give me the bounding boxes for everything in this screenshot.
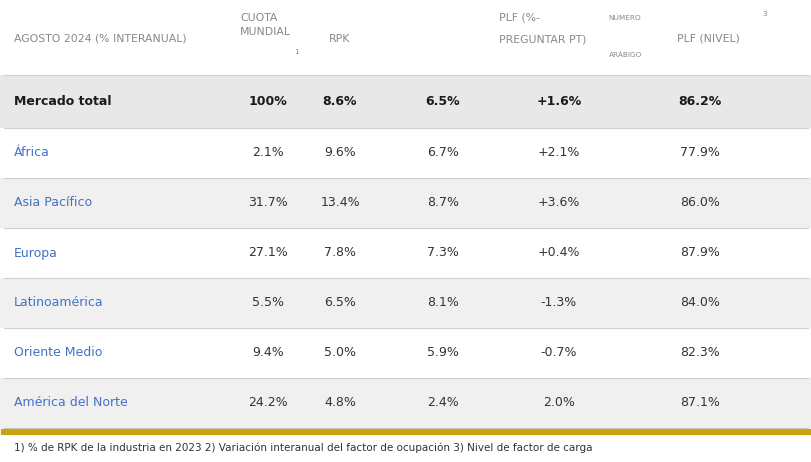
Text: PREGUNTAR PT): PREGUNTAR PT) <box>499 35 586 45</box>
Text: África: África <box>14 146 49 159</box>
Text: América del Norte: América del Norte <box>14 396 127 409</box>
Text: Asia Pacífico: Asia Pacífico <box>14 196 92 209</box>
Text: +3.6%: +3.6% <box>537 196 580 209</box>
Text: 5.5%: 5.5% <box>251 297 284 310</box>
Text: RPK: RPK <box>329 34 350 43</box>
Text: CUOTA
MUNDIAL: CUOTA MUNDIAL <box>240 13 290 36</box>
Text: 9.6%: 9.6% <box>324 146 355 159</box>
Text: Europa: Europa <box>14 247 58 260</box>
Text: Oriente Medio: Oriente Medio <box>14 346 102 359</box>
Text: NÚMERO: NÚMERO <box>607 15 640 21</box>
Text: 87.9%: 87.9% <box>680 247 719 260</box>
Text: +0.4%: +0.4% <box>537 247 580 260</box>
Text: PLF (%-: PLF (%- <box>499 13 539 23</box>
Bar <box>0 278 811 328</box>
Text: 7.8%: 7.8% <box>324 247 355 260</box>
Text: -1.3%: -1.3% <box>540 297 577 310</box>
Bar <box>0 328 811 378</box>
Text: 82.3%: 82.3% <box>680 346 719 359</box>
Text: PLF (NIVEL): PLF (NIVEL) <box>676 34 739 43</box>
Bar <box>0 128 811 178</box>
Bar <box>0 228 811 278</box>
Text: 7.3%: 7.3% <box>427 247 458 260</box>
Text: 1: 1 <box>294 49 298 55</box>
Text: 87.1%: 87.1% <box>680 396 719 409</box>
Text: AGOSTO 2024 (% INTERANUAL): AGOSTO 2024 (% INTERANUAL) <box>14 34 187 43</box>
Text: +2.1%: +2.1% <box>537 146 580 159</box>
Text: 6.7%: 6.7% <box>427 146 458 159</box>
Text: 5.0%: 5.0% <box>324 346 355 359</box>
Text: 24.2%: 24.2% <box>248 396 287 409</box>
Text: 84.0%: 84.0% <box>680 297 719 310</box>
Text: 31.7%: 31.7% <box>248 196 288 209</box>
Text: 6.5%: 6.5% <box>324 297 355 310</box>
Bar <box>0 75 811 128</box>
Text: 9.4%: 9.4% <box>251 346 284 359</box>
Text: ARÁBIGO: ARÁBIGO <box>608 52 642 58</box>
Text: 5.9%: 5.9% <box>427 346 458 359</box>
Text: 8.1%: 8.1% <box>427 297 458 310</box>
Text: 13.4%: 13.4% <box>320 196 359 209</box>
Text: 4.8%: 4.8% <box>324 396 355 409</box>
Text: 8.7%: 8.7% <box>427 196 458 209</box>
Text: 86.2%: 86.2% <box>677 95 721 108</box>
Text: 2.1%: 2.1% <box>251 146 284 159</box>
Text: 100%: 100% <box>248 95 287 108</box>
Text: 86.0%: 86.0% <box>680 196 719 209</box>
Text: 8.6%: 8.6% <box>322 95 357 108</box>
Text: 1) % de RPK de la industria en 2023 2) Variación interanual del factor de ocupac: 1) % de RPK de la industria en 2023 2) V… <box>14 443 592 453</box>
Text: 2.0%: 2.0% <box>543 396 574 409</box>
Bar <box>0 378 811 428</box>
Text: -0.7%: -0.7% <box>540 346 577 359</box>
Text: +1.6%: +1.6% <box>536 95 581 108</box>
Text: 77.9%: 77.9% <box>680 146 719 159</box>
Text: 3: 3 <box>761 11 766 17</box>
Text: 2.4%: 2.4% <box>427 396 458 409</box>
Bar <box>0 178 811 228</box>
Text: 6.5%: 6.5% <box>425 95 460 108</box>
Text: Mercado total: Mercado total <box>14 95 111 108</box>
Text: Latinoamérica: Latinoamérica <box>14 297 104 310</box>
Text: 27.1%: 27.1% <box>248 247 288 260</box>
